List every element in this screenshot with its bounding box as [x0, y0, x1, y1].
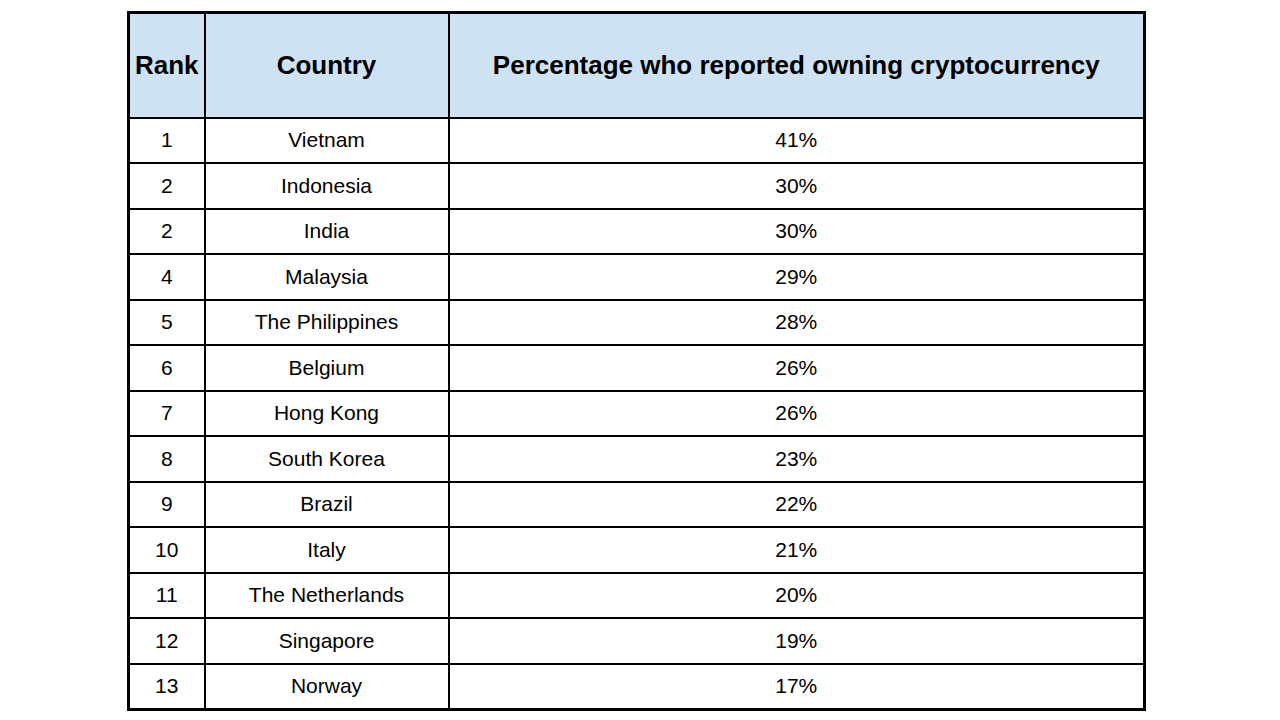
percentage-cell: 28%	[449, 300, 1145, 346]
rank-cell: 9	[129, 482, 205, 528]
percentage-cell: 30%	[449, 209, 1145, 255]
country-cell: Vietnam	[205, 118, 449, 164]
table-header: Rank Country Percentage who reported own…	[129, 13, 1145, 118]
country-cell: Malaysia	[205, 254, 449, 300]
country-cell: Singapore	[205, 618, 449, 664]
table-row: 9 Brazil 22%	[129, 482, 1145, 528]
percentage-cell: 22%	[449, 482, 1145, 528]
rank-cell: 11	[129, 573, 205, 619]
country-cell: Belgium	[205, 345, 449, 391]
table-row: 2 Indonesia 30%	[129, 163, 1145, 209]
country-cell: Norway	[205, 664, 449, 710]
table-row: 11 The Netherlands 20%	[129, 573, 1145, 619]
header-cell-percentage: Percentage who reported owning cryptocur…	[449, 13, 1145, 118]
country-cell: The Philippines	[205, 300, 449, 346]
rank-cell: 7	[129, 391, 205, 437]
percentage-cell: 26%	[449, 345, 1145, 391]
percentage-cell: 21%	[449, 527, 1145, 573]
table-row: 13 Norway 17%	[129, 664, 1145, 710]
table-row: 2 India 30%	[129, 209, 1145, 255]
header-cell-country: Country	[205, 13, 449, 118]
rank-cell: 2	[129, 209, 205, 255]
crypto-ownership-table-container: Rank Country Percentage who reported own…	[127, 11, 1146, 711]
rank-cell: 10	[129, 527, 205, 573]
rank-cell: 5	[129, 300, 205, 346]
percentage-cell: 23%	[449, 436, 1145, 482]
header-cell-rank: Rank	[129, 13, 205, 118]
percentage-cell: 26%	[449, 391, 1145, 437]
crypto-ownership-table: Rank Country Percentage who reported own…	[127, 11, 1146, 711]
percentage-cell: 30%	[449, 163, 1145, 209]
rank-cell: 6	[129, 345, 205, 391]
country-cell: Hong Kong	[205, 391, 449, 437]
table-row: 7 Hong Kong 26%	[129, 391, 1145, 437]
rank-cell: 2	[129, 163, 205, 209]
country-cell: Italy	[205, 527, 449, 573]
table-body: 1 Vietnam 41% 2 Indonesia 30% 2 India 30…	[129, 118, 1145, 710]
table-row: 4 Malaysia 29%	[129, 254, 1145, 300]
rank-cell: 1	[129, 118, 205, 164]
country-cell: The Netherlands	[205, 573, 449, 619]
page-canvas: Rank Country Percentage who reported own…	[0, 0, 1280, 720]
table-header-row: Rank Country Percentage who reported own…	[129, 13, 1145, 118]
percentage-cell: 19%	[449, 618, 1145, 664]
percentage-cell: 41%	[449, 118, 1145, 164]
percentage-cell: 29%	[449, 254, 1145, 300]
table-row: 12 Singapore 19%	[129, 618, 1145, 664]
table-row: 6 Belgium 26%	[129, 345, 1145, 391]
country-cell: South Korea	[205, 436, 449, 482]
rank-cell: 8	[129, 436, 205, 482]
country-cell: India	[205, 209, 449, 255]
rank-cell: 12	[129, 618, 205, 664]
table-row: 8 South Korea 23%	[129, 436, 1145, 482]
rank-cell: 13	[129, 664, 205, 710]
rank-cell: 4	[129, 254, 205, 300]
percentage-cell: 20%	[449, 573, 1145, 619]
table-row: 5 The Philippines 28%	[129, 300, 1145, 346]
country-cell: Indonesia	[205, 163, 449, 209]
table-row: 1 Vietnam 41%	[129, 118, 1145, 164]
country-cell: Brazil	[205, 482, 449, 528]
table-row: 10 Italy 21%	[129, 527, 1145, 573]
percentage-cell: 17%	[449, 664, 1145, 710]
